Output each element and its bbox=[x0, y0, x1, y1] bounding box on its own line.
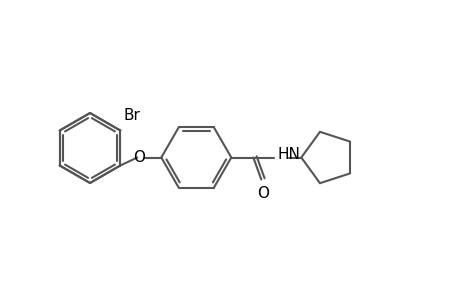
Text: O: O bbox=[133, 150, 145, 165]
Text: O: O bbox=[257, 185, 269, 200]
Text: Br: Br bbox=[123, 107, 140, 122]
Text: HN: HN bbox=[277, 147, 300, 162]
